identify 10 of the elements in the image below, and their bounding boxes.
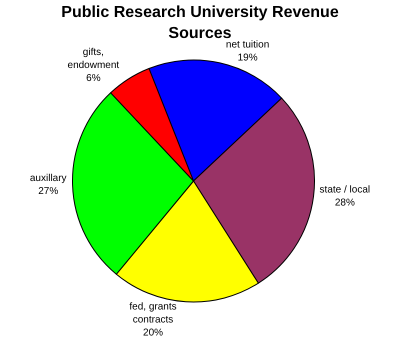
- slice-label: state / local: [320, 184, 370, 196]
- data-label: 20%: [143, 328, 164, 339]
- data-label: 28%: [334, 197, 355, 208]
- data-label: 27%: [38, 186, 58, 197]
- slice-label: net tuition: [226, 39, 270, 50]
- slice-label: auxillary: [30, 172, 67, 184]
- slice-label: fed, grants contracts: [129, 302, 177, 326]
- data-label: 19%: [238, 52, 258, 64]
- data-label: 6%: [86, 73, 101, 84]
- slice-label: gifts, endowment: [67, 47, 120, 72]
